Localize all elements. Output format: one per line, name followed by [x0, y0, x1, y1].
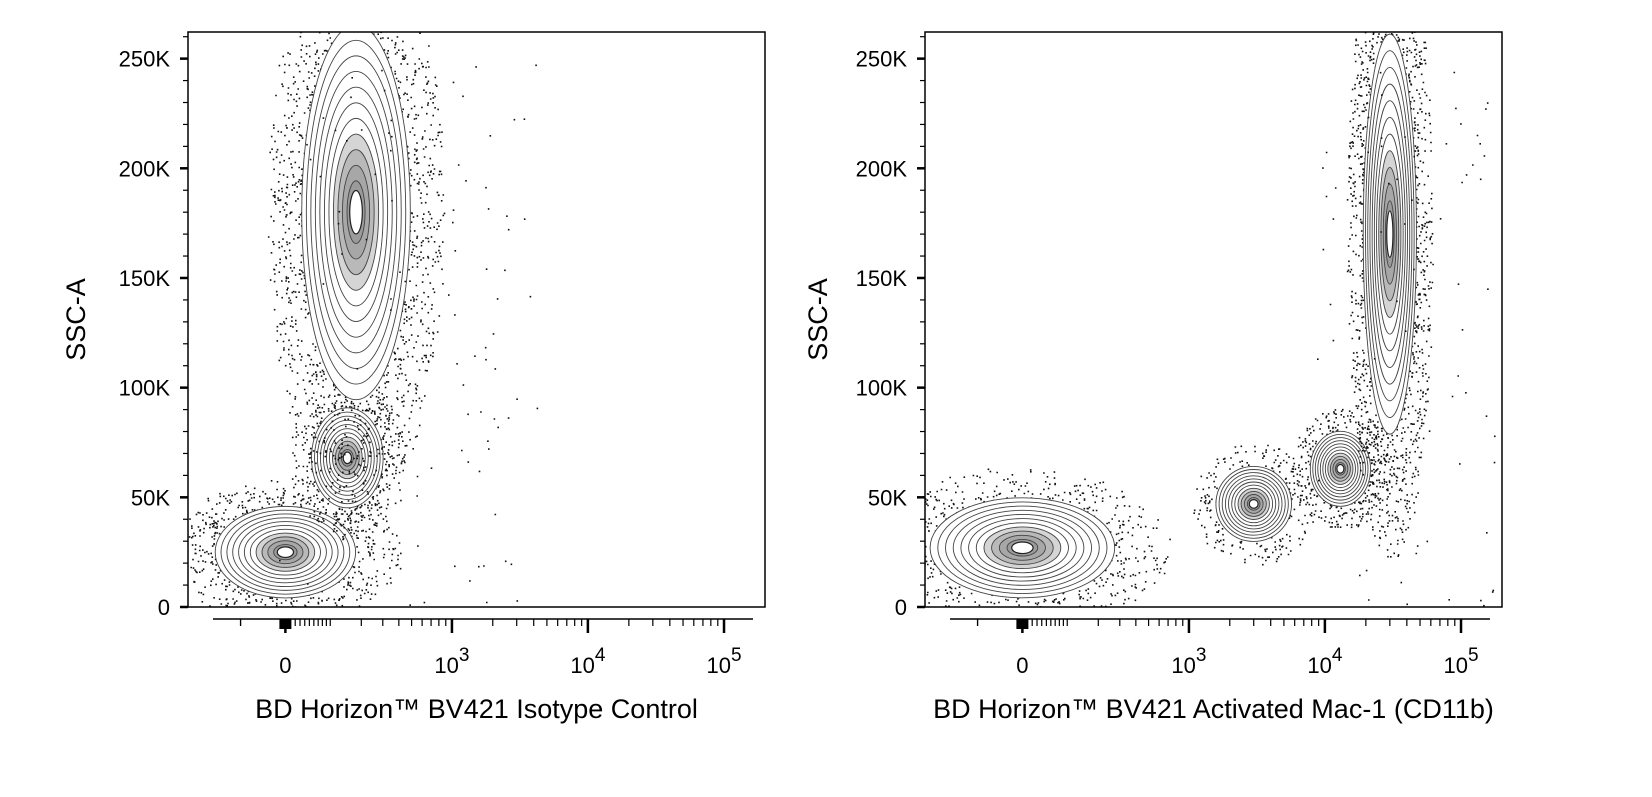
contour-ring [1224, 475, 1283, 533]
y-axis-title: SSC-A [803, 278, 833, 361]
y-tick-label: 200K [119, 156, 171, 181]
contour-peak [1248, 499, 1259, 509]
contour-ring [305, 39, 407, 385]
plot-panel-2: 0 50K 100K 150K 200K 250K 0 103 104 105 BD Horizon… [803, 31, 1503, 724]
population-3-contours [1309, 430, 1371, 507]
y-tick-label: 0 [895, 595, 907, 620]
contour-ring [945, 505, 1100, 590]
contour-ring [1376, 133, 1404, 335]
event-dots [925, 32, 1434, 607]
contour-ring [952, 509, 1093, 586]
contour-peak [342, 451, 353, 465]
contour-ring [249, 528, 321, 576]
y-tick-label: 200K [856, 156, 908, 181]
y-tick-label: 100K [856, 376, 908, 401]
contour-peak [1011, 541, 1034, 555]
contour-ring [1312, 433, 1369, 504]
contour-ring [238, 521, 333, 584]
plot-panel-1: 0 50K 100K 150K 200K 250K 0 103 104 105 BD Horizon… [61, 31, 766, 724]
contour-ring [226, 513, 345, 591]
y-tick-label: 50K [131, 485, 170, 510]
contour-ring [1218, 469, 1289, 539]
x-tick-label: 104 [1307, 645, 1342, 678]
x-axis-title: BD Horizon™ BV421 Isotype Control [255, 694, 698, 724]
contour-ring [328, 432, 366, 484]
contour-ring [314, 71, 398, 354]
population-2-contours [1215, 465, 1292, 542]
plot-frame [187, 31, 766, 608]
contour-ring [1373, 116, 1406, 352]
contour-ring [1371, 100, 1408, 368]
population-1-contours [214, 505, 357, 599]
x-tick-label: 104 [570, 645, 605, 678]
y-tick-label: 250K [119, 47, 171, 72]
contour-ring [1228, 478, 1280, 530]
population-2-contours [311, 407, 384, 509]
contour-ring [1221, 472, 1286, 536]
x-tick-label: 105 [706, 645, 741, 678]
x-tick-label: 0 [279, 653, 291, 678]
contour-ring [220, 509, 351, 595]
contour-ring [325, 428, 369, 488]
x-tick-label: 105 [1443, 645, 1478, 678]
y-tick-label: 150K [856, 266, 908, 291]
contour-ring [328, 117, 384, 307]
outlier-dots [1317, 71, 1496, 607]
population-1-dots [925, 468, 1171, 607]
contour-ring [319, 419, 375, 496]
contour-ring [232, 517, 339, 588]
contour-ring [1314, 437, 1366, 501]
contour-ring [937, 501, 1108, 595]
contour-ring [322, 424, 372, 492]
y-tick-label: 150K [119, 266, 171, 291]
x-axis-title: BD Horizon™ BV421 Activated Mac-1 (CD11b… [933, 694, 1494, 724]
contour-peak [349, 189, 363, 235]
contour-ring [319, 86, 393, 338]
contour-peak [1386, 210, 1394, 258]
population-4-contours [1362, 33, 1417, 435]
y-tick-label: 0 [158, 595, 170, 620]
population-3-contours [301, 32, 411, 401]
contour-ring [1322, 446, 1359, 492]
contour-ring [968, 518, 1077, 578]
zero-marker [1016, 619, 1029, 629]
contour-ring [1324, 449, 1356, 489]
contour-ring [1365, 50, 1415, 418]
contour-peak [1336, 463, 1345, 474]
contour-ring [960, 514, 1085, 582]
y-tick-label: 50K [868, 485, 907, 510]
contour-peak [276, 546, 295, 559]
contour-ring [310, 55, 402, 369]
x-tick-label: 103 [434, 645, 469, 678]
x-tick-label: 0 [1016, 653, 1028, 678]
event-dots [188, 32, 445, 607]
contour-ring [1317, 440, 1364, 498]
contour-ring [1231, 481, 1277, 527]
y-axis-title: SSC-A [61, 278, 91, 361]
y-tick-label: 100K [119, 376, 171, 401]
population-1-contours [929, 497, 1116, 599]
contour-ring [243, 525, 327, 580]
contour-ring [314, 411, 381, 505]
contour-ring [1319, 443, 1361, 495]
x-tick-label: 103 [1171, 645, 1206, 678]
contour-ring [1234, 484, 1274, 524]
population-4-dots [1346, 32, 1434, 558]
y-tick-label: 250K [856, 47, 908, 72]
contour-ring [1367, 66, 1413, 402]
contour-ring [316, 415, 378, 500]
zero-marker [279, 619, 292, 629]
contour-ring [323, 102, 389, 323]
contour-ring [975, 522, 1069, 574]
plot-frame [924, 31, 1503, 608]
contour-ring [1369, 83, 1411, 385]
population-3-dots [1292, 408, 1391, 529]
